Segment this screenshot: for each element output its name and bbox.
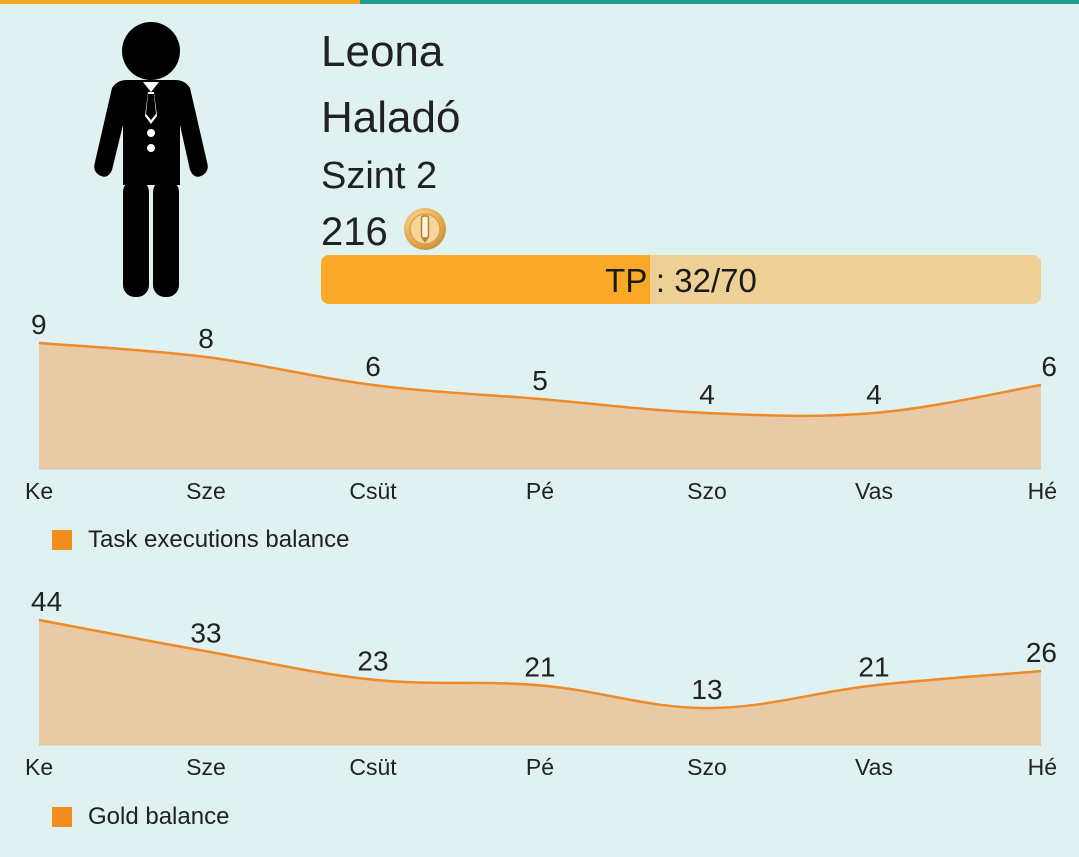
task-executions-chart-svg: 9 Ke 8 Sze 6 Csüt 5 Pé 4 Szo 4 Vas 6 Hé bbox=[25, 309, 1057, 504]
player-rank: Haladó bbox=[321, 93, 461, 142]
gold-coin-icon bbox=[404, 208, 446, 250]
gold-balance-legend: Gold balance bbox=[52, 803, 230, 830]
gold-data-label: 23 bbox=[357, 646, 388, 677]
tp-progress-fill bbox=[321, 255, 651, 304]
gold-balance-chart-svg: 44 Ke 33 Sze 23 Csüt 21 Pé 13 Szo 21 Vas 26 Hé bbox=[25, 586, 1057, 780]
task-executions-legend: Task executions balance bbox=[52, 526, 350, 553]
task-executions-chart: 9 Ke 8 Sze 6 Csüt 5 Pé 4 Szo 4 Vas 6 Hé Task executio… bbox=[0, 300, 1079, 560]
task-series-line bbox=[38, 341, 1042, 418]
task-tick-label: Szo bbox=[687, 478, 727, 504]
person-suit-icon bbox=[94, 22, 208, 297]
gold-tick-label: Hé bbox=[1028, 754, 1057, 780]
gold-series-line bbox=[38, 618, 1042, 710]
gold-tick-label: Vas bbox=[855, 754, 893, 780]
gold-tick-label: Csüt bbox=[349, 754, 397, 780]
task-data-label: 4 bbox=[866, 379, 882, 410]
gold-tick-label: Sze bbox=[186, 754, 226, 780]
active-tab-indicator bbox=[0, 0, 360, 4]
legend-label: Task executions balance bbox=[88, 526, 350, 553]
tab-indicator-bar bbox=[0, 0, 1079, 4]
task-data-label: 6 bbox=[1041, 351, 1057, 382]
gold-area-fill bbox=[39, 620, 1041, 745]
task-tick-label: Sze bbox=[186, 478, 226, 504]
gold-amount: 216 bbox=[321, 210, 388, 254]
task-tick-label: Csüt bbox=[349, 478, 397, 504]
task-data-label: 5 bbox=[532, 365, 548, 396]
legend-swatch bbox=[52, 807, 72, 827]
task-area-fill bbox=[39, 343, 1041, 469]
gold-data-label: 21 bbox=[524, 651, 555, 682]
player-name: Leona bbox=[321, 27, 444, 76]
gold-data-label: 21 bbox=[858, 651, 889, 682]
legend-label: Gold balance bbox=[88, 803, 230, 830]
task-tick-label: Ke bbox=[25, 478, 53, 504]
gold-tick-label: Szo bbox=[687, 754, 727, 780]
task-tick-label: Vas bbox=[855, 478, 893, 504]
gold-data-label: 44 bbox=[31, 586, 62, 617]
task-tick-label: Hé bbox=[1028, 478, 1057, 504]
gold-tick-label: Ke bbox=[25, 754, 53, 780]
task-data-label: 4 bbox=[699, 379, 715, 410]
legend-swatch bbox=[52, 530, 72, 550]
gold-data-label: 33 bbox=[190, 617, 221, 648]
task-tick-label: Pé bbox=[526, 478, 554, 504]
player-level: Szint 2 bbox=[321, 155, 438, 197]
gold-data-label: 26 bbox=[1026, 637, 1057, 668]
task-data-label: 9 bbox=[31, 309, 47, 340]
task-data-label: 6 bbox=[365, 351, 381, 382]
gold-balance-chart: 44 Ke 33 Sze 23 Csüt 21 Pé 13 Szo 21 Vas 26 Hé Gold b… bbox=[0, 577, 1079, 837]
gold-data-label: 13 bbox=[691, 674, 722, 705]
tp-progress-bar: TP : 32/70 bbox=[321, 255, 1041, 304]
tp-progress-label: TP : 32/70 bbox=[605, 262, 757, 299]
task-data-label: 8 bbox=[198, 323, 214, 354]
gold-tick-label: Pé bbox=[526, 754, 554, 780]
